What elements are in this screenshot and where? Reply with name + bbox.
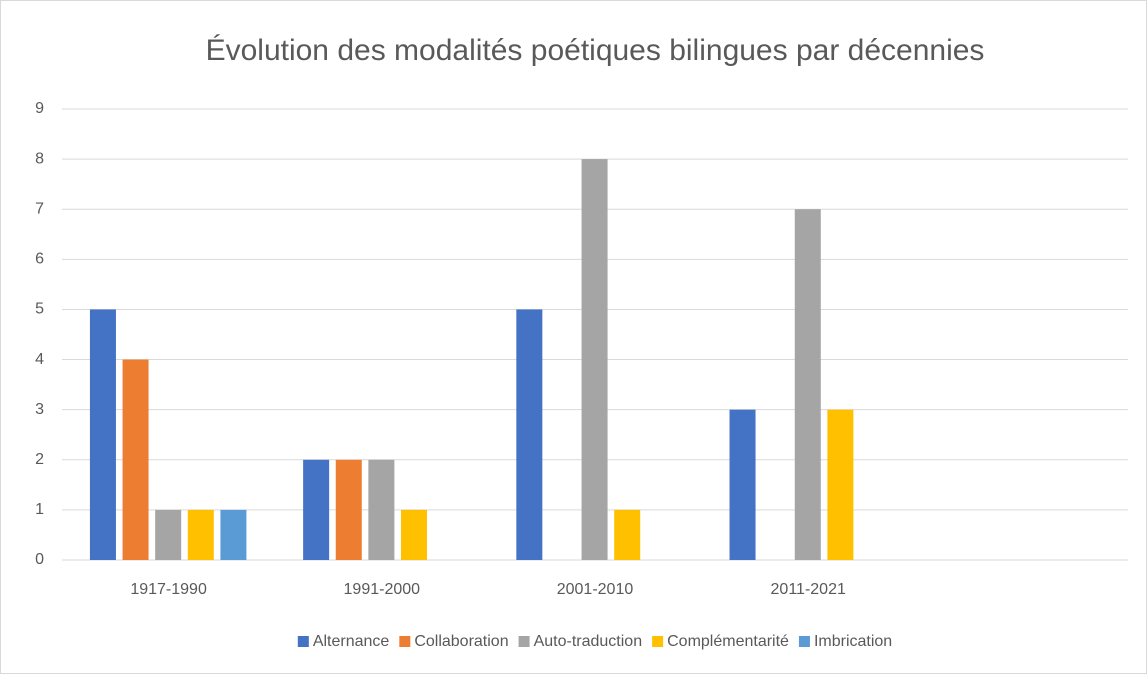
- legend-swatch: [652, 636, 664, 647]
- bar: [303, 459, 330, 560]
- y-tick-label: 4: [35, 351, 44, 368]
- x-tick-label: 1917-1990: [130, 581, 207, 598]
- y-tick-label: 9: [35, 100, 44, 117]
- bar: [614, 509, 641, 560]
- legend-label: Collaboration: [414, 633, 508, 650]
- bar: [220, 509, 247, 560]
- y-tick-label: 3: [35, 401, 44, 418]
- bar: [368, 459, 395, 560]
- bar: [335, 459, 362, 560]
- y-tick-label: 5: [35, 301, 44, 318]
- legend-label: Complémentarité: [667, 633, 789, 650]
- y-tick-label: 2: [35, 451, 44, 468]
- bar: [794, 209, 821, 560]
- bar: [729, 409, 756, 560]
- bar: [187, 509, 214, 560]
- x-tick-label: 2011-2021: [771, 581, 846, 598]
- legend-swatch: [518, 636, 530, 647]
- bar: [581, 159, 608, 560]
- bar: [400, 509, 427, 560]
- y-tick-label: 1: [35, 501, 44, 518]
- legend-label: Auto-traduction: [534, 633, 643, 650]
- legend-label: Imbrication: [814, 633, 892, 650]
- chart-title: Évolution des modalités poétiques biling…: [206, 34, 985, 67]
- legend-swatch: [399, 636, 411, 647]
- y-tick-label: 8: [35, 150, 44, 167]
- bar: [122, 359, 149, 560]
- x-tick-label: 1991-2000: [344, 581, 421, 598]
- legend-label: Alternance: [313, 633, 390, 650]
- y-tick-label: 7: [35, 200, 44, 217]
- bar: [516, 309, 543, 560]
- bar: [89, 309, 116, 560]
- legend-swatch: [798, 636, 810, 647]
- bar: [827, 409, 854, 560]
- x-tick-label: 2001-2010: [557, 581, 634, 598]
- bar: [155, 509, 182, 560]
- legend-swatch: [297, 636, 309, 647]
- legend: Alternance Collaboration Auto-traduction Co…: [297, 633, 892, 650]
- y-tick-label: 0: [35, 551, 44, 568]
- y-tick-label: 6: [35, 251, 44, 268]
